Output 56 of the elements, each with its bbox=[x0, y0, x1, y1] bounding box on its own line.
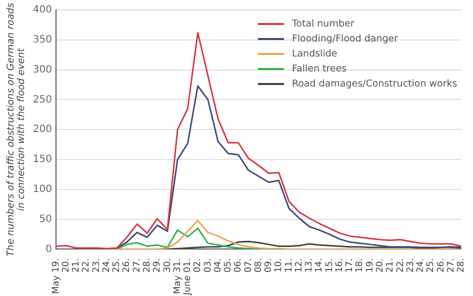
legend-label: Fallen trees bbox=[292, 63, 347, 74]
x-tick-label: 21. bbox=[72, 258, 82, 273]
x-tick-label: May 19. bbox=[51, 258, 62, 294]
x-tick-label: 22. bbox=[396, 258, 406, 273]
x-tick-label: 13. bbox=[304, 258, 315, 273]
y-tick-label: 100 bbox=[32, 184, 52, 196]
x-tick-label: 25. bbox=[426, 258, 436, 273]
x-tick-label: 27. bbox=[132, 258, 142, 273]
y-tick-label: 0 bbox=[46, 244, 52, 255]
x-tick-label: June 01. bbox=[183, 258, 194, 296]
x-tick-label: 06. bbox=[234, 258, 244, 273]
x-tick-label: 15. bbox=[324, 258, 335, 273]
y-axis-title: The numbers of traffic obstructions on German roads in connection with the flood event bbox=[6, 2, 28, 256]
x-tick-label: 12. bbox=[294, 258, 304, 273]
y-tick-label: 350 bbox=[32, 34, 52, 46]
legend-label: Total number bbox=[290, 18, 354, 30]
y-tick-label: 250 bbox=[32, 94, 52, 106]
x-tick-label: 22. bbox=[82, 258, 92, 273]
x-tick-label: 20. bbox=[376, 258, 386, 273]
x-tick-label: 03. bbox=[203, 258, 214, 273]
x-tick-label: 25. bbox=[112, 258, 122, 273]
x-tick-label: May 31. bbox=[172, 258, 183, 294]
x-tick-label: 04. bbox=[213, 258, 224, 273]
x-tick-label: 09. bbox=[264, 258, 274, 273]
x-tick-label: 18. bbox=[355, 258, 366, 273]
legend-label: Landslide bbox=[292, 48, 338, 60]
x-tick-label: 14. bbox=[314, 258, 325, 273]
x-tick-label: 24. bbox=[102, 258, 112, 273]
x-tick-label: 23. bbox=[92, 258, 102, 273]
x-tick-label: 28. bbox=[456, 258, 467, 273]
legend-label: Flooding/Flood danger bbox=[292, 33, 398, 44]
x-tick-label: 20. bbox=[61, 258, 72, 273]
x-tick-label: 21. bbox=[386, 258, 396, 273]
x-tick-label: 29. bbox=[152, 258, 163, 273]
x-tick-label: 23. bbox=[406, 258, 416, 273]
x-tick-label: 17. bbox=[345, 258, 356, 273]
x-tick-label: 05. bbox=[224, 258, 234, 273]
x-tick-label: 26. bbox=[122, 258, 132, 273]
x-tick-label: 27. bbox=[446, 258, 456, 273]
x-tick-label: 07. bbox=[244, 258, 254, 273]
y-tick-label: 200 bbox=[32, 124, 52, 136]
x-tick-label: 26. bbox=[436, 258, 446, 273]
y-tick-label: 300 bbox=[32, 64, 52, 76]
x-tick-label: 02. bbox=[193, 258, 204, 273]
x-tick-label: 30. bbox=[162, 258, 173, 273]
legend-label: Road damages/Construction works bbox=[292, 78, 458, 90]
x-tick-label: 24. bbox=[416, 258, 426, 273]
x-tick-label: 11. bbox=[284, 258, 294, 273]
y-tick-label: 150 bbox=[32, 154, 52, 166]
x-tick-label: 16. bbox=[334, 258, 345, 273]
x-tick-label: 10. bbox=[274, 258, 284, 273]
y-tick-label: 400 bbox=[32, 4, 52, 16]
x-tick-label: 08. bbox=[254, 258, 264, 273]
x-tick-label: 28. bbox=[142, 258, 153, 273]
x-tick-label: 19. bbox=[365, 258, 376, 273]
y-tick-label: 50 bbox=[39, 214, 52, 225]
